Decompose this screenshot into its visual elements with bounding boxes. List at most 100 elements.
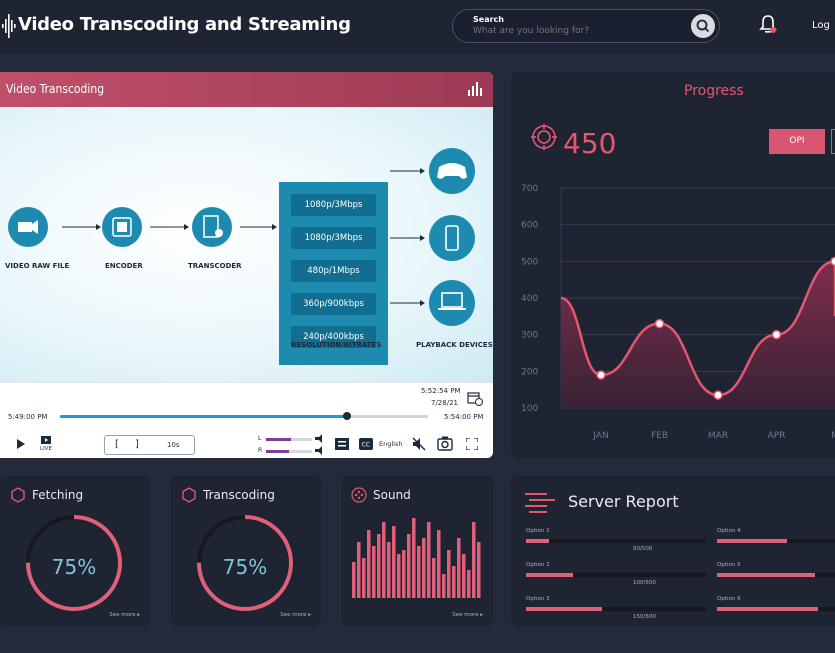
- server-option-bar: [717, 573, 835, 577]
- segment-control[interactable]: [ ] 10s: [104, 435, 195, 455]
- sound-bar: [452, 566, 456, 598]
- search-label: Search: [473, 15, 504, 24]
- sound-bar: [422, 538, 426, 598]
- server-option-fill: [717, 607, 818, 611]
- progress-value: 450: [563, 127, 617, 160]
- sound-bar: [387, 542, 391, 598]
- sound-card: Sound See more ▸: [341, 476, 493, 626]
- resolution-item: 240p/400kbps: [291, 326, 376, 348]
- play-icon[interactable]: [16, 439, 26, 449]
- sound-bar: [417, 546, 421, 598]
- server-option-label: Option 1: [526, 528, 550, 534]
- sound-bar: [447, 550, 451, 598]
- sound-level-bars: [352, 518, 481, 598]
- transcoding-card: Transcoding 75% See more ▸: [171, 476, 321, 626]
- bracket-close-button[interactable]: ]: [135, 439, 139, 450]
- camera-icon[interactable]: [437, 436, 453, 451]
- left-level-fill: [266, 438, 292, 441]
- phone-device-icon: [429, 215, 475, 261]
- login-link[interactable]: Log: [812, 20, 830, 31]
- laptop-device-icon: [429, 280, 475, 326]
- left-channel-label: L: [258, 435, 262, 442]
- audio-wave-logo-icon: [2, 14, 16, 38]
- right-channel-label: R: [258, 447, 263, 454]
- bar-chart-icon[interactable]: [467, 82, 483, 96]
- bracket-open-button[interactable]: [: [115, 439, 119, 450]
- see-more-link[interactable]: See more ▸: [280, 612, 311, 618]
- date-label: 7/28/21: [431, 399, 458, 407]
- sound-bar: [352, 562, 356, 598]
- subtitles-icon[interactable]: [335, 438, 349, 450]
- option-button[interactable]: OPI: [769, 129, 825, 154]
- svg-text:CC: CC: [362, 442, 370, 449]
- sound-bar: [467, 570, 471, 598]
- chart-point[interactable]: [654, 318, 665, 329]
- server-option-fill: [526, 607, 602, 611]
- live-icon[interactable]: [40, 435, 52, 445]
- x-tick-label: M: [831, 431, 835, 441]
- see-more-link[interactable]: See more ▸: [452, 612, 483, 618]
- x-tick-label: MAR: [708, 431, 728, 441]
- server-option-label: Option 5: [717, 562, 741, 568]
- player-controls: 5:52:54 PM 7/28/21 5:49:00 PM 5:54:00 PM…: [0, 382, 493, 458]
- closed-captions-icon[interactable]: CC: [359, 438, 373, 450]
- raw-file-label: VIDEO RAW FILE: [5, 262, 70, 270]
- server-option-bar: [526, 573, 706, 577]
- server-option-fill: [717, 539, 787, 543]
- server-option-fill: [526, 539, 550, 543]
- resolution-item: 360p/900kbps: [291, 293, 376, 315]
- timeline-slider[interactable]: [60, 412, 428, 420]
- chart-point[interactable]: [596, 370, 606, 380]
- chart-point[interactable]: [771, 329, 782, 340]
- volume-icon[interactable]: [315, 434, 323, 456]
- x-tick-label: FEB: [651, 431, 668, 441]
- fullscreen-icon[interactable]: [466, 438, 478, 450]
- server-report-title: Server Report: [568, 492, 679, 511]
- end-time: 5:54:00 PM: [444, 413, 484, 421]
- sound-bar: [442, 574, 446, 598]
- server-lines-icon: [525, 493, 555, 513]
- devices-label: PLAYBACK DEVICES: [416, 341, 493, 349]
- server-option-value: 150/500: [633, 614, 656, 620]
- video-transcoding-panel: Video Transcoding: [0, 72, 493, 458]
- sound-bar: [392, 526, 396, 598]
- server-report-card: Server Report Option 1 50/500 Option 2 100/…: [511, 476, 835, 626]
- chart-point[interactable]: [830, 256, 835, 267]
- option-button-secondary[interactable]: [831, 129, 835, 154]
- calendar-icon[interactable]: [467, 390, 483, 406]
- sound-bar: [357, 542, 361, 598]
- chart-area: [561, 261, 835, 408]
- progress-panel: Progress 450 OPI 700 600 500 400 300 200 100 JA…: [511, 72, 835, 458]
- search-button[interactable]: [691, 14, 715, 38]
- y-tick-label: 200: [521, 367, 538, 377]
- server-option-label: Option 3: [526, 596, 550, 602]
- search-bar[interactable]: Search: [452, 9, 720, 43]
- timeline-handle[interactable]: [343, 412, 352, 420]
- resolutions-label: RESOLUTION/BITRATES: [291, 341, 382, 349]
- resolution-item: 1080p/3Mbps: [291, 227, 376, 249]
- search-input[interactable]: [473, 26, 673, 36]
- video-panel-title: Video Transcoding: [6, 82, 105, 96]
- left-level-track[interactable]: [266, 438, 312, 441]
- see-more-link[interactable]: See more ▸: [109, 612, 140, 618]
- y-tick-label: 400: [521, 294, 538, 304]
- x-tick-label: JAN: [592, 431, 608, 441]
- chart-point[interactable]: [713, 390, 723, 400]
- start-time: 5:49:00 PM: [8, 413, 48, 421]
- sound-bar: [457, 538, 461, 598]
- x-tick-label: APR: [768, 431, 786, 441]
- fetching-percent: 75%: [51, 555, 97, 579]
- notification-bell-icon[interactable]: [758, 14, 778, 36]
- server-option-bar: [526, 607, 706, 611]
- y-tick-label: 700: [521, 184, 538, 194]
- right-level-track[interactable]: [266, 450, 312, 453]
- app-title: Video Transcoding and Streaming: [18, 14, 351, 35]
- language-label[interactable]: English: [379, 440, 403, 448]
- y-tick-label: 300: [521, 331, 538, 341]
- sound-bar: [427, 522, 431, 598]
- fetching-card: Fetching 75% See more ▸: [0, 476, 150, 626]
- segment-value: 10s: [167, 441, 180, 449]
- mute-icon[interactable]: [412, 437, 426, 451]
- server-option-bar: [526, 539, 706, 543]
- ring-graphic: [197, 515, 293, 611]
